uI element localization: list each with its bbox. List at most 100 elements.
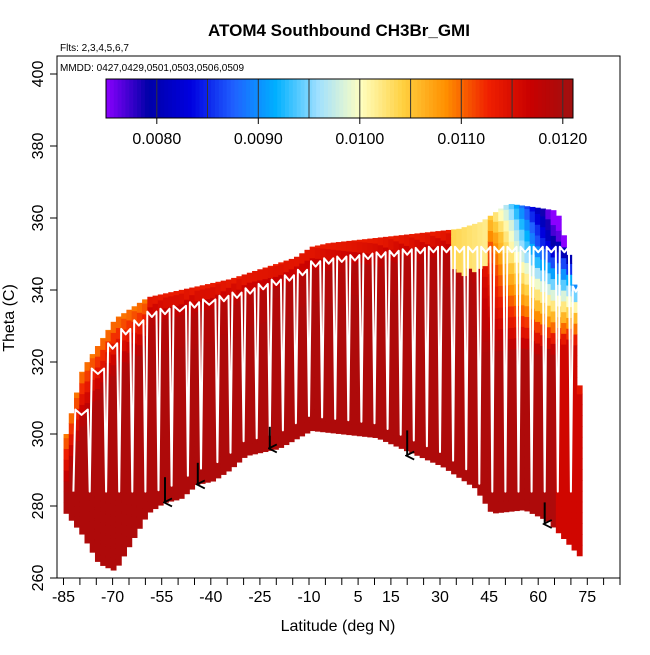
field-cell xyxy=(189,381,196,393)
colorbar-swatch xyxy=(164,79,169,118)
field-cell xyxy=(314,269,321,281)
colorbar-swatch xyxy=(238,79,243,118)
field-cell xyxy=(571,420,578,432)
field-cell xyxy=(173,327,180,339)
field-cell xyxy=(561,462,567,475)
field-cell xyxy=(503,490,510,502)
field-cell xyxy=(388,432,395,445)
colorbar-swatch xyxy=(432,79,438,118)
field-cell xyxy=(440,261,447,274)
field-cell xyxy=(519,218,526,230)
field-cell xyxy=(362,425,368,437)
field-cell xyxy=(576,458,583,470)
colorbar-swatch xyxy=(565,79,570,118)
field-cell xyxy=(341,293,347,305)
field-cell xyxy=(508,381,515,393)
field-cell xyxy=(335,390,342,402)
field-cell xyxy=(131,515,138,528)
field-cell xyxy=(540,237,546,249)
field-cell xyxy=(451,236,457,248)
field-cell xyxy=(461,448,468,460)
field-cell xyxy=(105,513,112,526)
colorbar-swatch xyxy=(448,79,453,118)
field-cell xyxy=(236,429,243,441)
field-cell xyxy=(84,499,91,512)
field-cell xyxy=(493,339,499,352)
field-cell xyxy=(419,435,426,448)
field-cell xyxy=(466,376,473,388)
field-cell xyxy=(335,260,342,272)
field-cell xyxy=(351,402,358,415)
field-cell xyxy=(89,519,96,532)
field-cell xyxy=(152,324,159,337)
field-cell xyxy=(487,435,494,447)
field-cell xyxy=(508,295,515,307)
field-cell xyxy=(493,361,499,373)
field-cell xyxy=(493,307,499,319)
field-cell xyxy=(550,472,557,485)
colorbar-swatch xyxy=(121,79,126,118)
colorbar-swatch xyxy=(129,79,134,118)
field-cell xyxy=(356,370,363,383)
field-cell xyxy=(288,365,295,378)
field-cell xyxy=(89,354,96,359)
field-cell xyxy=(419,306,426,318)
field-cell xyxy=(508,241,515,253)
field-cell xyxy=(79,490,86,503)
field-cell xyxy=(246,303,253,316)
field-cell xyxy=(493,383,499,395)
field-cell xyxy=(550,300,557,312)
field-cell xyxy=(314,301,321,313)
field-cell xyxy=(414,325,421,337)
field-cell xyxy=(131,418,138,430)
field-cell xyxy=(189,424,196,436)
field-cell xyxy=(472,325,478,337)
field-cell xyxy=(178,465,185,478)
field-cell xyxy=(430,321,436,334)
field-cell xyxy=(341,250,347,262)
field-cell xyxy=(173,456,180,469)
field-cell xyxy=(362,252,368,265)
field-cell xyxy=(178,314,185,327)
field-cell xyxy=(435,377,442,390)
field-cell xyxy=(393,402,400,415)
field-cell xyxy=(220,377,227,389)
field-cell xyxy=(288,311,295,324)
colorbar-swatch xyxy=(277,79,282,118)
field-cell xyxy=(220,355,227,367)
field-cell xyxy=(246,379,253,391)
field-cell xyxy=(362,339,368,351)
field-cell xyxy=(545,510,552,522)
field-cell xyxy=(136,355,143,367)
field-cell xyxy=(550,246,557,258)
field-cell xyxy=(283,412,290,424)
field-cell xyxy=(571,441,578,454)
colorbar-swatch xyxy=(440,79,446,118)
field-cell xyxy=(561,516,567,529)
field-cell xyxy=(351,381,358,393)
field-cell xyxy=(498,382,505,394)
field-cell xyxy=(142,356,148,369)
field-cell xyxy=(550,332,557,344)
field-cell xyxy=(152,465,159,477)
colorbar-swatch xyxy=(545,79,551,118)
field-cell xyxy=(445,427,452,439)
field-cell xyxy=(341,358,347,370)
field-cell xyxy=(561,441,567,453)
field-cell xyxy=(456,228,463,241)
field-cell xyxy=(534,386,541,398)
field-cell xyxy=(105,438,112,450)
field-cell xyxy=(231,434,237,446)
field-cell xyxy=(74,408,80,420)
field-cell xyxy=(540,226,546,239)
field-cell xyxy=(126,319,133,332)
field-cell xyxy=(540,215,546,228)
field-cell xyxy=(388,389,395,402)
field-cell xyxy=(184,472,190,484)
field-cell xyxy=(79,469,86,481)
field-cell xyxy=(147,447,154,459)
field-cell xyxy=(121,469,127,481)
field-cell xyxy=(346,250,353,263)
field-cell xyxy=(121,383,127,395)
field-cell xyxy=(194,290,201,302)
